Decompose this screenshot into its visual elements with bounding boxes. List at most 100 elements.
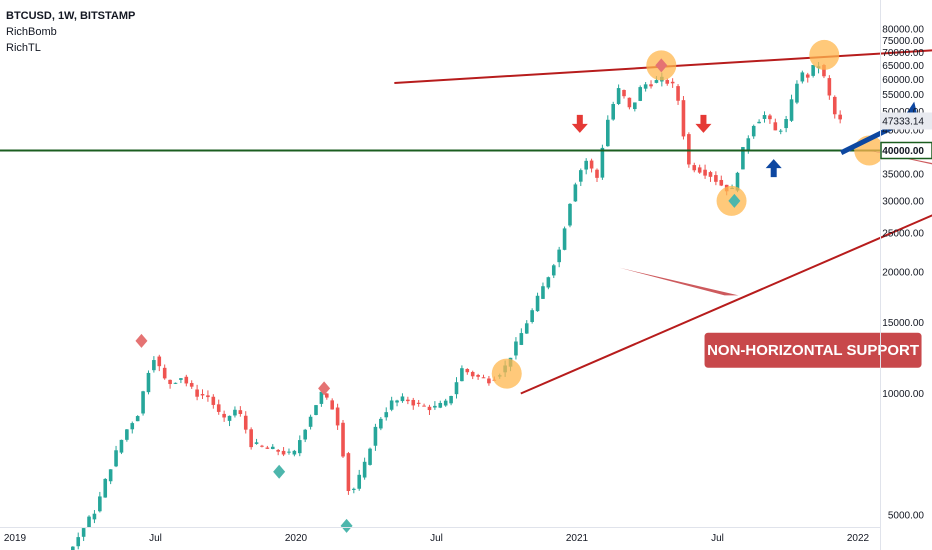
candle-body xyxy=(200,394,205,396)
price-tick-label: 15000.00 xyxy=(882,318,924,329)
symbol-title[interactable]: BTCUSD, 1W, BITSTAMP xyxy=(6,10,136,22)
candle-body xyxy=(81,528,86,537)
candle-body xyxy=(260,445,264,447)
current-price-label: 47333.14 xyxy=(882,116,924,127)
buy-diamond-marker xyxy=(728,193,741,208)
candle-body xyxy=(443,400,448,406)
callout-pointer xyxy=(619,267,739,296)
candle-body xyxy=(551,265,556,276)
candle-body xyxy=(692,165,697,171)
candle-body xyxy=(71,546,75,550)
candle-body xyxy=(714,175,718,182)
price-tick-label: 25000.00 xyxy=(882,228,924,239)
price-tick-label: 80000.00 xyxy=(882,25,924,36)
candle-body xyxy=(389,400,394,410)
candle-body xyxy=(92,513,97,520)
down-arrow-icon xyxy=(695,114,712,133)
resistance-trendline xyxy=(394,49,932,84)
callout-box xyxy=(703,331,923,369)
candle-body xyxy=(233,409,237,416)
candle-body xyxy=(411,399,416,406)
candle-body xyxy=(827,78,832,96)
rising-support-trendline xyxy=(520,214,932,395)
candle-body xyxy=(822,64,826,77)
candle-body xyxy=(643,84,648,89)
candle-body xyxy=(649,84,653,87)
highlight-circle xyxy=(809,39,840,70)
callout-pointer xyxy=(869,150,932,165)
candle-body xyxy=(832,96,837,115)
candle-body xyxy=(346,453,351,492)
candle-body xyxy=(595,169,599,178)
price-tick-label: 45000.00 xyxy=(882,125,924,136)
candle-body xyxy=(460,368,464,382)
support-price-label-box xyxy=(880,141,932,160)
candle-body xyxy=(735,172,740,191)
candle-body xyxy=(622,90,626,97)
candle-body xyxy=(568,203,572,226)
candle-body xyxy=(708,172,713,177)
candle-body xyxy=(589,160,594,169)
candle-body xyxy=(795,83,799,103)
candle-body xyxy=(249,429,253,448)
candle-body xyxy=(276,449,280,452)
price-tick-label: 70000.00 xyxy=(882,48,924,59)
candle-body xyxy=(768,115,772,120)
candle-body xyxy=(325,393,329,398)
candle-body xyxy=(838,114,842,120)
candle-body xyxy=(703,169,707,176)
candle-body xyxy=(741,147,745,170)
candle-body xyxy=(135,416,140,422)
candle-body xyxy=(557,249,561,263)
chart-legend: BTCUSD, 1W, BITSTAMP RichBomb RichTL xyxy=(6,8,135,56)
highlight-circles xyxy=(491,39,885,389)
candles xyxy=(71,61,842,550)
candle-body xyxy=(227,415,232,421)
candle-body xyxy=(330,400,335,410)
candle-body xyxy=(454,382,459,395)
time-tick-label: Jul xyxy=(430,533,443,544)
candle-body xyxy=(98,496,102,512)
candle-body xyxy=(416,402,421,404)
candle-body xyxy=(270,446,275,450)
candle-body xyxy=(465,369,470,373)
candle-body xyxy=(173,382,178,384)
candle-body xyxy=(146,372,151,393)
candle-body xyxy=(487,378,491,384)
candle-body xyxy=(654,80,659,83)
candle-body xyxy=(606,119,610,147)
candle-body xyxy=(287,451,291,453)
candle-body xyxy=(292,450,297,455)
candle-body xyxy=(676,86,680,101)
candle-body xyxy=(222,413,226,418)
price-tick-label: 30000.00 xyxy=(882,196,924,207)
candle-body xyxy=(611,104,616,120)
sell-diamond-marker xyxy=(655,58,668,73)
indicator-richtl[interactable]: RichTL xyxy=(6,42,41,54)
candle-body xyxy=(600,147,605,178)
candle-body xyxy=(319,391,324,404)
candle-body xyxy=(384,412,389,418)
candle-body xyxy=(757,121,761,124)
price-tick-label: 20000.00 xyxy=(882,268,924,279)
candle-body xyxy=(314,405,318,415)
candle-body xyxy=(627,97,632,108)
candle-body xyxy=(265,447,270,449)
candle-body xyxy=(670,81,675,84)
up-arrow-icon xyxy=(765,159,782,178)
candle-body xyxy=(152,360,156,371)
candle-body xyxy=(141,391,145,414)
time-axis: 2019Jul2020Jul2021Jul2022Jul2023Jul2024J… xyxy=(0,527,880,544)
candle-body xyxy=(297,440,302,454)
price-axis: 5000.00 10000.00 15000.00 20000.00 25000.00 3… xyxy=(880,0,932,550)
candle-body xyxy=(784,118,788,129)
candle-body xyxy=(541,286,545,299)
candle-body xyxy=(368,448,372,465)
sell-diamond-marker xyxy=(135,333,148,348)
candle-body xyxy=(427,406,432,411)
candle-body xyxy=(578,170,583,182)
indicator-richbomb[interactable]: RichBomb xyxy=(6,26,57,38)
candle-body xyxy=(281,450,286,455)
candle-body xyxy=(438,402,443,408)
